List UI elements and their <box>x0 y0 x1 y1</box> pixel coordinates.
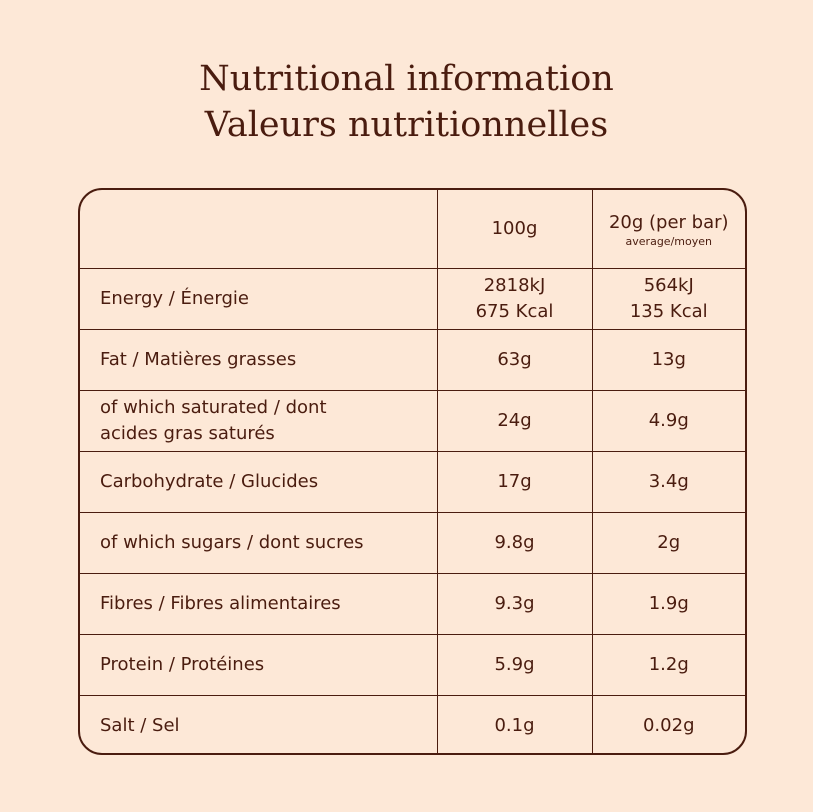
row-value-per-bar: 1.9g <box>592 573 745 635</box>
energy-kcal-100g: 675 Kcal <box>475 300 554 322</box>
row-label: of which saturated / dont acides gras sa… <box>80 390 438 452</box>
row-label: Carbohydrate / Glucides <box>80 451 438 513</box>
row-label: Energy / Énergie <box>80 268 438 330</box>
row-label-line1: of which saturated / dont <box>100 396 327 418</box>
page-title: Nutritional information Valeurs nutritio… <box>0 56 813 148</box>
header-100g-label: 100g <box>491 217 538 239</box>
row-label: Protein / Protéines <box>80 634 438 696</box>
header-per-bar-sub: average/moyen <box>625 234 712 248</box>
header-empty-cell <box>80 190 438 269</box>
row-value-per-bar: 1.2g <box>592 634 745 696</box>
table-header-row: 100g 20g (per bar) average/moyen <box>80 190 745 269</box>
row-value-per-bar: 13g <box>592 329 745 391</box>
nutrition-table-grid: 100g 20g (per bar) average/moyen Energy … <box>80 190 745 753</box>
header-per-bar-label: 20g (per bar) <box>608 211 729 233</box>
row-value-100g: 9.3g <box>437 573 593 635</box>
row-label: of which sugars / dont sucres <box>80 512 438 574</box>
row-value-100g: 17g <box>437 451 593 513</box>
row-label-line2: acides gras saturés <box>100 422 275 444</box>
row-value-100g: 24g <box>437 390 593 452</box>
energy-kj-100g: 2818kJ <box>483 274 546 296</box>
table-row: of which sugars / dont sucres 9.8g 2g <box>80 512 745 574</box>
table-row: of which saturated / dont acides gras sa… <box>80 390 745 452</box>
table-row: Energy / Énergie 2818kJ 675 Kcal 564kJ 1… <box>80 268 745 330</box>
table-row: Salt / Sel 0.1g 0.02g <box>80 695 745 753</box>
table-row: Carbohydrate / Glucides 17g 3.4g <box>80 451 745 513</box>
row-value-per-bar: 564kJ 135 Kcal <box>592 268 745 330</box>
title-english: Nutritional information <box>199 59 614 99</box>
header-per-bar: 20g (per bar) average/moyen <box>592 190 745 269</box>
table-row: Fibres / Fibres alimentaires 9.3g 1.9g <box>80 573 745 635</box>
table-row: Protein / Protéines 5.9g 1.2g <box>80 634 745 696</box>
row-value-100g: 0.1g <box>437 695 593 753</box>
title-french: Valeurs nutritionnelles <box>204 105 609 145</box>
row-value-per-bar: 0.02g <box>642 714 695 736</box>
row-label: Fibres / Fibres alimentaires <box>80 573 438 635</box>
row-label: Fat / Matières grasses <box>80 329 438 391</box>
energy-kcal-per-bar: 135 Kcal <box>629 300 708 322</box>
energy-kj-per-bar: 564kJ <box>643 274 694 296</box>
row-value-100g: 2818kJ 675 Kcal <box>437 268 593 330</box>
row-value-per-bar: 4.9g <box>592 390 745 452</box>
row-value-per-bar: 3.4g <box>592 451 745 513</box>
row-value-100g: 5.9g <box>437 634 593 696</box>
row-value-100g: 63g <box>437 329 593 391</box>
row-label: Salt / Sel <box>80 695 438 753</box>
nutrition-table: 100g 20g (per bar) average/moyen Energy … <box>78 188 747 755</box>
table-row: Fat / Matières grasses 63g 13g <box>80 329 745 391</box>
row-value-per-bar: 2g <box>592 512 745 574</box>
header-100g: 100g <box>437 190 593 269</box>
row-value-100g: 9.8g <box>437 512 593 574</box>
